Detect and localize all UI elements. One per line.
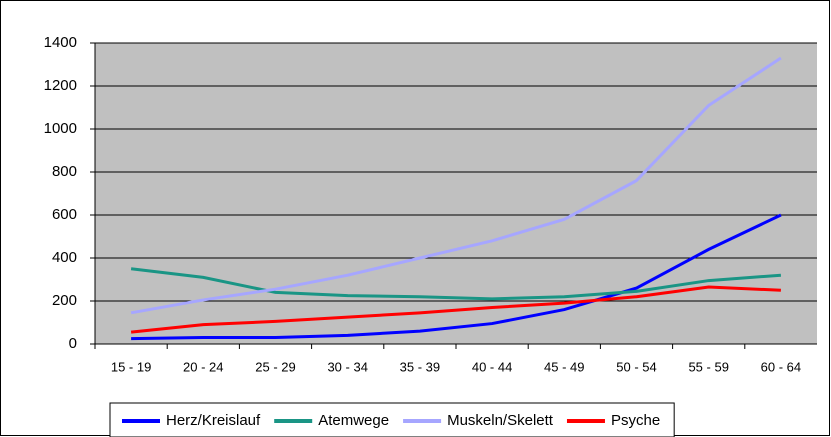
series-line (130, 285, 781, 334)
legend-label: Muskeln/Skelett (447, 412, 554, 429)
y-tick-label: 1400 (44, 34, 77, 51)
x-tick-label: 25 - 29 (255, 359, 295, 374)
legend-label: Herz/Kreislauf (166, 412, 261, 429)
series-line (131, 213, 782, 341)
x-tick-label: 20 - 24 (183, 359, 223, 374)
legend-label: Psyche (611, 412, 660, 429)
y-tick-label: 0 (69, 335, 77, 352)
x-tick-label: 55 - 59 (688, 359, 728, 374)
series-line (130, 56, 782, 315)
y-tick-label: 400 (52, 249, 77, 266)
y-tick-label: 1000 (44, 120, 77, 137)
x-tick-label: 15 - 19 (111, 359, 151, 374)
plot-area (95, 43, 817, 344)
y-tick-label: 600 (52, 206, 77, 223)
legend-label: Atemwege (318, 412, 389, 429)
x-tick-label: 30 - 34 (327, 359, 367, 374)
x-tick-label: 50 - 54 (616, 359, 656, 374)
y-tick-label: 1200 (44, 77, 77, 94)
x-tick-label: 35 - 39 (400, 359, 440, 374)
y-tick-label: 200 (52, 292, 77, 309)
x-tick-label: 60 - 64 (761, 359, 801, 374)
series-line (130, 267, 782, 301)
y-tick-label: 800 (52, 163, 77, 180)
x-tick-label: 45 - 49 (544, 359, 584, 374)
x-tick-label: 40 - 44 (472, 359, 512, 374)
